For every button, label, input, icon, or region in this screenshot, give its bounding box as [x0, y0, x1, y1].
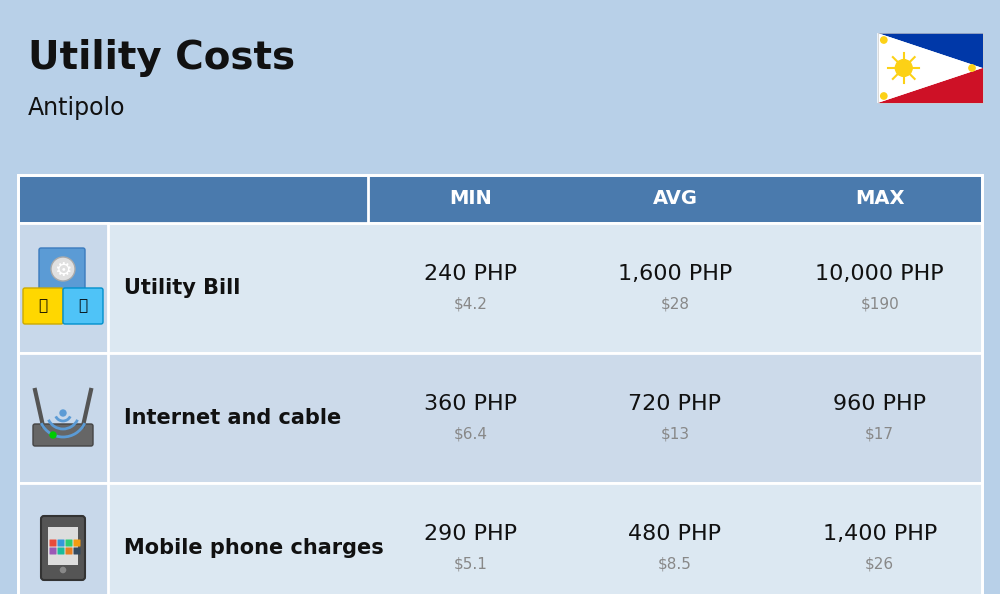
FancyBboxPatch shape: [18, 175, 368, 223]
Text: $6.4: $6.4: [453, 426, 487, 441]
Text: $28: $28: [660, 296, 690, 311]
FancyBboxPatch shape: [58, 548, 64, 555]
Text: 480 PHP: 480 PHP: [629, 524, 722, 544]
FancyBboxPatch shape: [878, 33, 982, 68]
FancyBboxPatch shape: [58, 539, 64, 546]
Text: Internet and cable: Internet and cable: [124, 408, 341, 428]
Circle shape: [969, 65, 975, 71]
FancyBboxPatch shape: [74, 548, 80, 555]
Text: AVG: AVG: [652, 189, 698, 208]
Text: Antipolo: Antipolo: [28, 96, 126, 120]
FancyBboxPatch shape: [41, 516, 85, 580]
Text: $4.2: $4.2: [453, 296, 487, 311]
Text: 🔌: 🔌: [38, 299, 48, 314]
Circle shape: [881, 37, 887, 43]
Text: 360 PHP: 360 PHP: [424, 394, 517, 414]
FancyBboxPatch shape: [18, 175, 982, 223]
Text: 720 PHP: 720 PHP: [629, 394, 722, 414]
Text: 💧: 💧: [78, 299, 88, 314]
Text: MIN: MIN: [449, 189, 492, 208]
FancyBboxPatch shape: [63, 288, 103, 324]
FancyBboxPatch shape: [878, 68, 982, 103]
FancyBboxPatch shape: [48, 527, 78, 565]
Text: $13: $13: [660, 426, 690, 441]
FancyBboxPatch shape: [66, 539, 72, 546]
FancyBboxPatch shape: [50, 548, 56, 555]
Text: 960 PHP: 960 PHP: [833, 394, 926, 414]
FancyBboxPatch shape: [18, 223, 982, 353]
Text: Utility Bill: Utility Bill: [124, 278, 240, 298]
Text: ⚙: ⚙: [54, 261, 72, 280]
Text: 1,400 PHP: 1,400 PHP: [823, 524, 937, 544]
FancyBboxPatch shape: [18, 353, 982, 483]
Text: Utility Costs: Utility Costs: [28, 39, 295, 77]
Circle shape: [895, 59, 912, 77]
Circle shape: [51, 257, 75, 281]
FancyBboxPatch shape: [18, 223, 108, 353]
Text: $190: $190: [860, 296, 899, 311]
Text: Mobile phone charges: Mobile phone charges: [124, 538, 384, 558]
FancyBboxPatch shape: [39, 248, 85, 290]
FancyBboxPatch shape: [50, 539, 56, 546]
FancyBboxPatch shape: [18, 483, 108, 594]
Text: 1,600 PHP: 1,600 PHP: [618, 264, 732, 284]
Text: 240 PHP: 240 PHP: [424, 264, 517, 284]
Text: 290 PHP: 290 PHP: [424, 524, 517, 544]
Circle shape: [881, 93, 887, 99]
Circle shape: [59, 566, 67, 574]
Polygon shape: [878, 33, 982, 103]
Text: MAX: MAX: [855, 189, 904, 208]
Text: $5.1: $5.1: [453, 557, 487, 571]
FancyBboxPatch shape: [18, 483, 982, 594]
FancyBboxPatch shape: [18, 353, 108, 483]
Polygon shape: [878, 33, 982, 103]
Text: $17: $17: [865, 426, 894, 441]
FancyBboxPatch shape: [74, 539, 80, 546]
FancyBboxPatch shape: [23, 288, 63, 324]
Text: $26: $26: [865, 557, 894, 571]
Circle shape: [50, 432, 56, 438]
FancyBboxPatch shape: [33, 424, 93, 446]
Text: 10,000 PHP: 10,000 PHP: [815, 264, 944, 284]
Circle shape: [60, 410, 66, 416]
Text: $8.5: $8.5: [658, 557, 692, 571]
FancyBboxPatch shape: [66, 548, 72, 555]
